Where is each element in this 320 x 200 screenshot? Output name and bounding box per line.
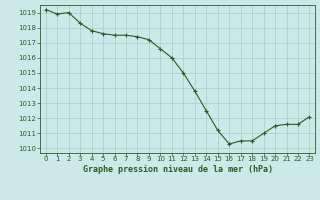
X-axis label: Graphe pression niveau de la mer (hPa): Graphe pression niveau de la mer (hPa) [83, 165, 273, 174]
